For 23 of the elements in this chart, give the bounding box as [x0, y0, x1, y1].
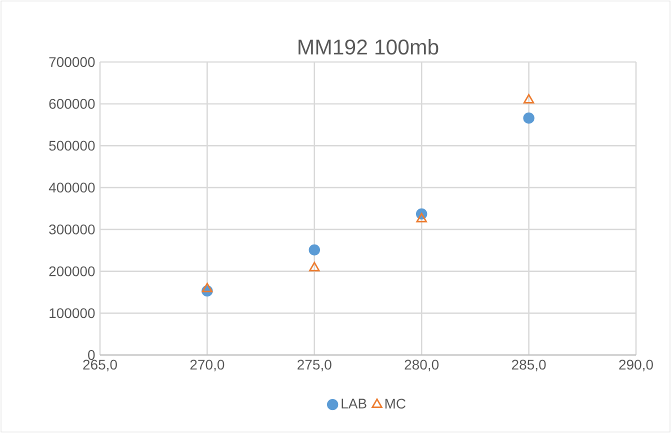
y-tick-label: 200000 — [49, 266, 95, 276]
x-tick-label: 285,0 — [512, 360, 546, 372]
y-tick-label: 600000 — [49, 98, 95, 109]
point — [523, 94, 534, 104]
point — [308, 244, 320, 256]
chart-title: MM192 100mb — [298, 38, 438, 55]
x-tick-label: 265,0 — [83, 360, 117, 372]
x-tick-label: 270,0 — [190, 360, 224, 372]
y-tick-label: 700000 — [49, 57, 95, 67]
point — [202, 282, 213, 292]
x-tick-label: 290,0 — [619, 360, 653, 372]
x-tick-label: 275,0 — [298, 360, 332, 372]
y-tick-label: 0 — [88, 350, 95, 360]
x-tick-label: 280,0 — [404, 360, 439, 372]
point — [523, 112, 534, 124]
y-tick-label: 500000 — [49, 140, 95, 151]
point — [416, 212, 427, 222]
y-tick-label: 100000 — [50, 308, 95, 318]
legend-label: LAB — [342, 398, 366, 408]
y-tick-label: 300000 — [49, 224, 95, 234]
legend-label: MC — [385, 398, 406, 409]
point — [309, 262, 320, 272]
y-tick-label: 400000 — [48, 182, 95, 193]
